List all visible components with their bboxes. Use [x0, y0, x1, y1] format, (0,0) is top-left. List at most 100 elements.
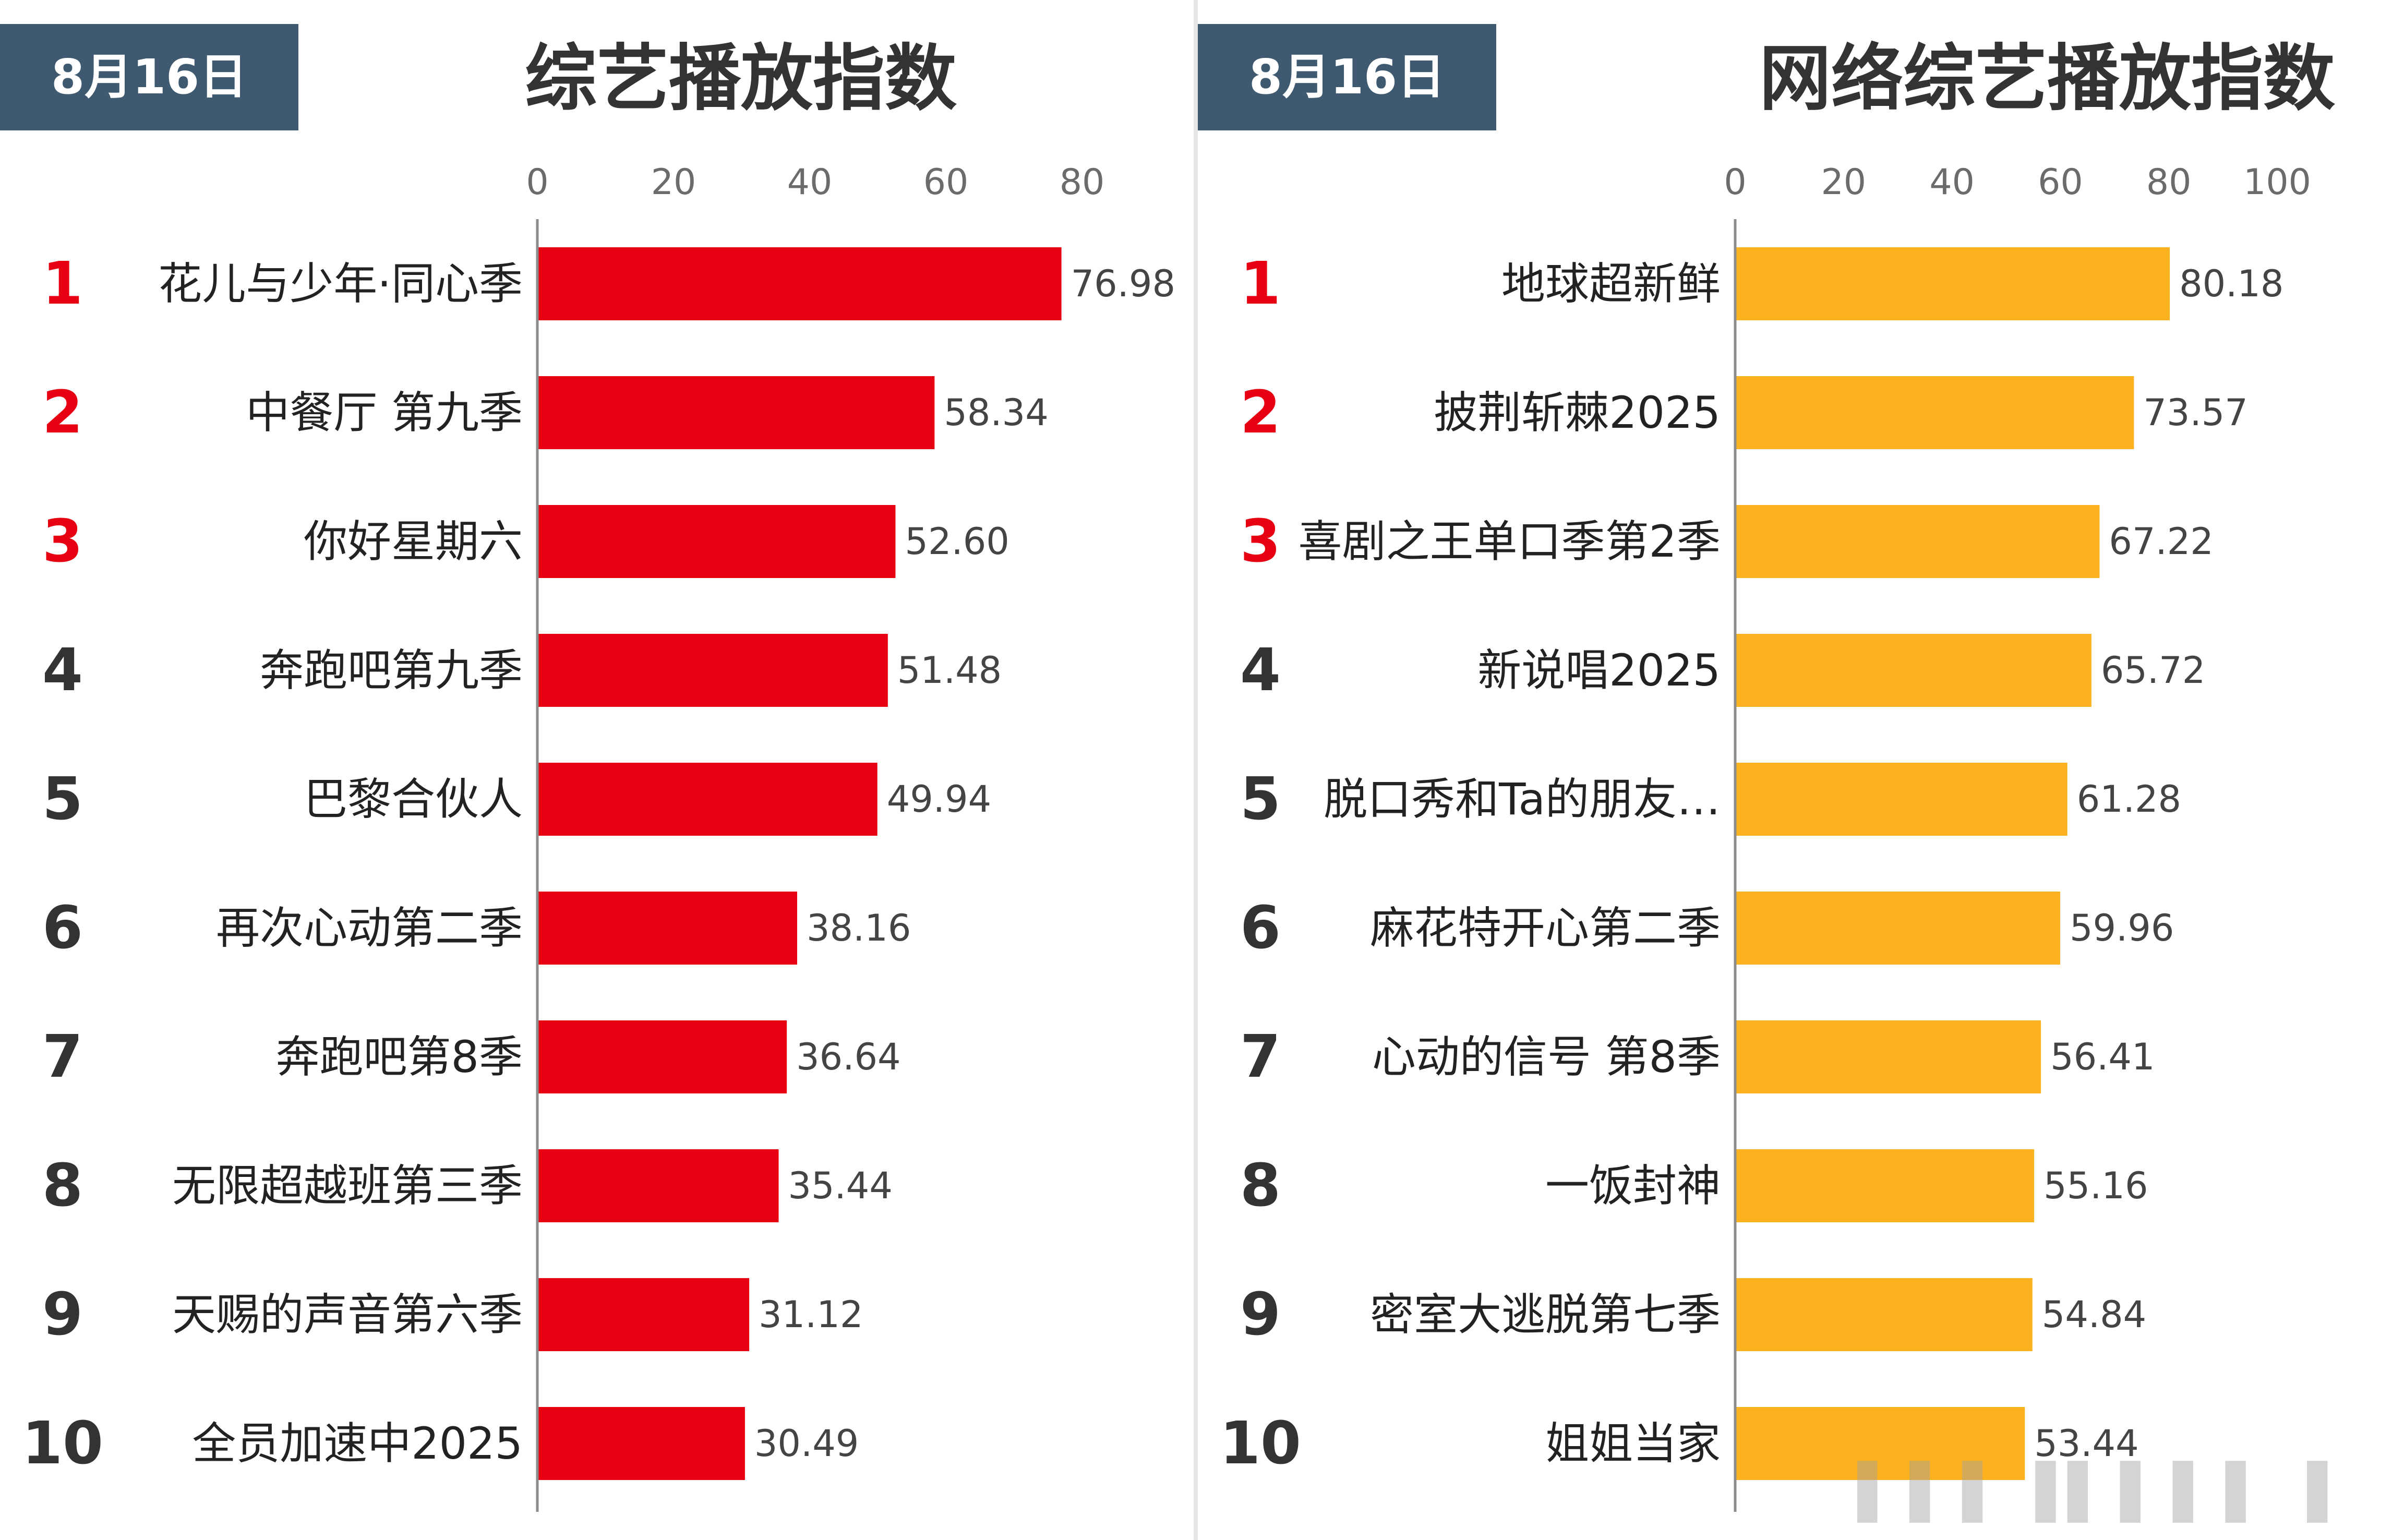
category-label: 全员加速中2025 — [192, 1418, 523, 1469]
value-label: 38.16 — [807, 907, 911, 949]
category-label: 奔跑吧第九季 — [260, 645, 523, 696]
value-label: 65.72 — [2101, 649, 2205, 692]
category-label: 新说唱2025 — [1477, 645, 1721, 696]
value-label: 52.60 — [905, 520, 1009, 563]
category-label: 无限超越班第三季 — [172, 1160, 523, 1211]
bar — [537, 376, 935, 449]
x-tick-label: 80 — [2146, 162, 2192, 203]
bar — [537, 763, 878, 836]
value-label: 61.28 — [2077, 778, 2181, 821]
rank-label: 2 — [42, 379, 83, 447]
panel-divider — [1194, 0, 1198, 1540]
category-label: 天赐的声音第六季 — [172, 1289, 523, 1340]
bar — [1735, 247, 2170, 320]
value-label: 58.34 — [944, 391, 1048, 434]
bar — [537, 634, 888, 707]
rank-label: 6 — [42, 894, 83, 962]
bar — [1735, 1278, 2033, 1351]
rank-label: 10 — [22, 1410, 103, 1477]
rank-label: 4 — [1240, 636, 1281, 704]
rank-label: 9 — [42, 1281, 83, 1349]
rank-label: 5 — [1240, 765, 1281, 833]
rank-label: 1 — [1240, 250, 1281, 318]
value-label: 59.96 — [2070, 907, 2174, 949]
rank-label: 8 — [1240, 1152, 1281, 1220]
value-label: 73.57 — [2143, 391, 2247, 434]
category-label: 奔跑吧第8季 — [276, 1031, 523, 1082]
bar — [537, 1407, 745, 1480]
x-tick-label: 40 — [787, 162, 833, 203]
category-label: 一饭封神 — [1545, 1160, 1721, 1211]
value-label: 76.98 — [1071, 262, 1175, 305]
rank-label: 5 — [42, 765, 83, 833]
bar — [1735, 892, 2060, 965]
x-tick-label: 20 — [1821, 162, 1867, 203]
bar-chart: 0 20 40 60 80 100 1 地球超新鲜 80.18 2 披荆斩棘2025 73.57 3 喜剧… — [1220, 162, 2311, 1512]
category-label: 中餐厅 第九季 — [246, 387, 523, 438]
category-label: 披荆斩棘2025 — [1434, 387, 1721, 438]
category-label: 你好星期六 — [304, 516, 523, 567]
bar — [1735, 634, 2092, 707]
rank-label: 2 — [1240, 379, 1281, 447]
category-label: 花儿与少年·同心季 — [158, 258, 523, 309]
rank-label: 8 — [42, 1152, 83, 1220]
value-label: 30.49 — [754, 1422, 859, 1465]
x-tick-label: 60 — [923, 162, 969, 203]
category-label: 再次心动第二季 — [216, 903, 523, 954]
rank-label: 4 — [42, 636, 83, 704]
bar — [537, 892, 797, 965]
rank-label: 3 — [1240, 508, 1281, 575]
value-label: 36.64 — [796, 1036, 900, 1078]
category-label: 脱口秀和Ta的朋友… — [1324, 774, 1721, 825]
rank-label: 1 — [42, 250, 83, 318]
category-label: 姐姐当家 — [1545, 1418, 1721, 1469]
bar — [537, 247, 1062, 320]
value-label: 53.44 — [2034, 1422, 2138, 1465]
category-label: 地球超新鲜 — [1501, 258, 1721, 309]
bar — [1735, 376, 2134, 449]
bar — [1735, 505, 2100, 578]
bar-chart: 0 20 40 60 80 1 花儿与少年·同心季 76.98 2 中餐厅 第九季 58.34 3 你好… — [22, 162, 1175, 1512]
tv-variety-panel: 8月16日 综艺播放指数 0 20 40 60 80 1 花儿与少年·同心季 76.98 2 中餐… — [0, 0, 1194, 1540]
chart-title: 网络综艺播放指数 — [1759, 37, 2335, 121]
web-variety-panel: 8月16日 网络综艺播放指数 0 20 40 60 80 100 1 地球超新鲜 80.18 2 披… — [1198, 0, 2392, 1540]
rank-label: 10 — [1220, 1410, 1301, 1477]
chart-title: 综艺播放指数 — [524, 37, 957, 121]
value-label: 35.44 — [788, 1164, 892, 1207]
date-badge: 8月16日 — [1198, 24, 1496, 130]
rank-label: 9 — [1240, 1281, 1281, 1349]
rank-label: 6 — [1240, 894, 1281, 962]
x-tick-label: 60 — [2038, 162, 2083, 203]
rank-label: 7 — [42, 1023, 83, 1091]
bar — [1735, 1407, 2025, 1480]
x-tick-label: 100 — [2243, 162, 2311, 203]
rank-label: 7 — [1240, 1023, 1281, 1091]
value-label: 49.94 — [887, 778, 991, 821]
category-label: 喜剧之王单口季第2季 — [1299, 516, 1721, 567]
bar — [537, 1149, 779, 1222]
date-badge: 8月16日 — [0, 24, 298, 130]
bar — [537, 505, 896, 578]
bar — [537, 1278, 750, 1351]
bar — [1735, 1149, 2035, 1222]
value-label: 67.22 — [2109, 520, 2213, 563]
value-label: 80.18 — [2179, 262, 2283, 305]
x-tick-label: 40 — [1929, 162, 1975, 203]
value-label: 51.48 — [897, 649, 1002, 692]
bar — [537, 1020, 787, 1093]
x-tick-label: 20 — [651, 162, 696, 203]
bar — [1735, 763, 2068, 836]
x-tick-label: 0 — [1724, 162, 1746, 203]
watermark-glyph: ▌▌▌▐▌▌▌▌ ▌ — [1857, 1461, 2360, 1522]
category-label: 密室大逃脱第七季 — [1370, 1289, 1721, 1340]
x-tick-label: 0 — [526, 162, 548, 203]
value-label: 54.84 — [2042, 1293, 2146, 1336]
bar — [1735, 1020, 2041, 1093]
category-label: 巴黎合伙人 — [304, 774, 523, 825]
category-label: 心动的信号 第8季 — [1372, 1031, 1721, 1082]
rank-label: 3 — [42, 508, 83, 575]
value-label: 31.12 — [759, 1293, 863, 1336]
value-label: 56.41 — [2050, 1036, 2155, 1078]
x-tick-label: 80 — [1060, 162, 1105, 203]
value-label: 55.16 — [2044, 1164, 2148, 1207]
